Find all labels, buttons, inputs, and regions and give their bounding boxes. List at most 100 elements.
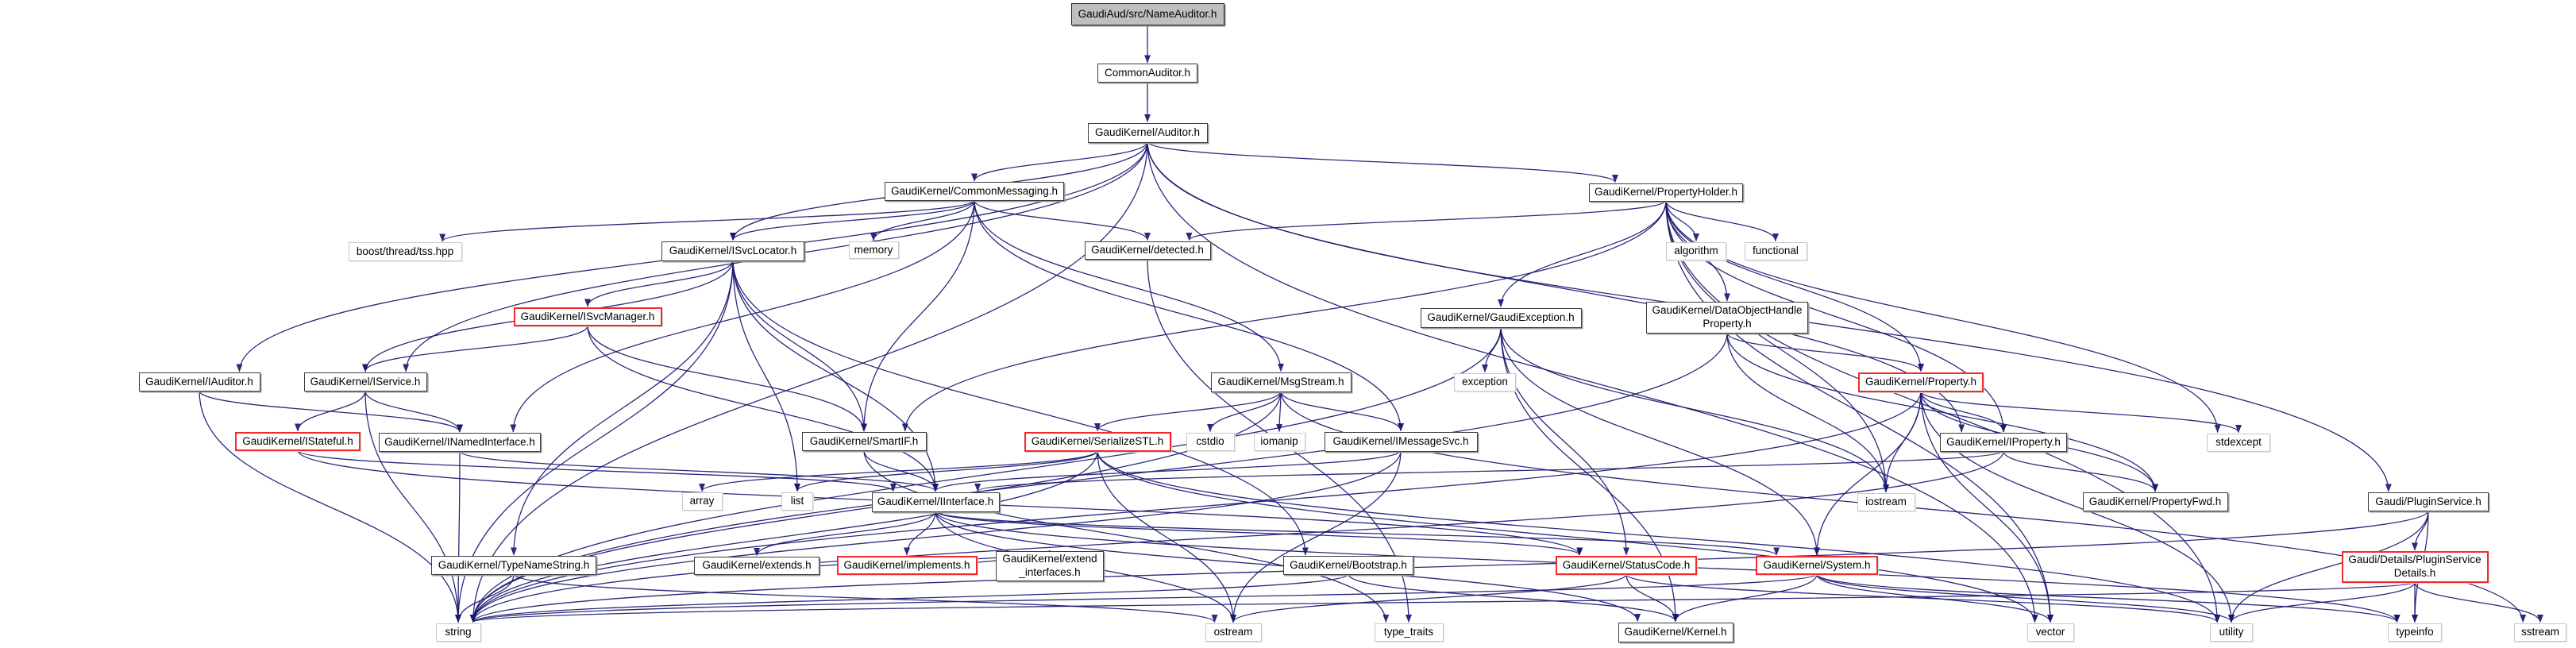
node-common-messaging[interactable]: GaudiKernel/CommonMessaging.h (885, 182, 1064, 201)
edge-smart-if-to-iinterface (863, 449, 939, 492)
node-serialize-stl[interactable]: GaudiKernel/SerializeSTL.h (1024, 431, 1171, 452)
edge-iservice-to-istateful (295, 390, 366, 432)
node-stdexcept: stdexcept (2207, 433, 2270, 452)
node-detected[interactable]: GaudiKernel/detected.h (1084, 241, 1211, 260)
edge-property-to-iproperty (1920, 391, 2007, 433)
edge-common-messaging-to-detected (974, 199, 1151, 241)
edge-gaudi-exception-to-exception (1482, 326, 1502, 372)
edge-msg-stream-to-imessage-svc (1280, 391, 1404, 431)
edge-common-messaging-to-imessage-svc (974, 199, 1404, 431)
edge-property-holder-to-gaudi-exception (1498, 200, 1667, 307)
edge-iinterface-to-extends (754, 511, 936, 556)
node-smart-if[interactable]: GaudiKernel/SmartIF.h (801, 432, 927, 451)
edge-isvc-manager-to-iinterface (587, 325, 939, 492)
edge-gaudi-exception-to-status-code (1500, 326, 1629, 556)
edge-plugin-service-details-to-string (470, 581, 2416, 623)
node-list: list (781, 492, 813, 511)
edge-iinterface-to-status-code (935, 510, 1583, 556)
node-msg-stream[interactable]: GaudiKernel/MsgStream.h (1210, 372, 1352, 392)
edge-property-holder-to-property (1665, 200, 1924, 372)
node-property-fwd[interactable]: GaudiKernel/PropertyFwd.h (2082, 492, 2228, 511)
edge-common-messaging-to-boost-tss (439, 199, 975, 242)
edge-property-to-utility (1920, 391, 2235, 623)
node-iauditor[interactable]: GaudiKernel/IAuditor.h (138, 372, 260, 392)
edge-common-messaging-to-inamed-interface (510, 199, 975, 433)
edge-property-holder-to-smart-if (901, 200, 1667, 432)
node-data-object-handle-property[interactable]: GaudiKernel/DataObjectHandle Property.h (1646, 302, 1808, 334)
node-extends[interactable]: GaudiKernel/extends.h (694, 556, 819, 575)
node-plugin-service[interactable]: Gaudi/PluginService.h (2368, 492, 2489, 511)
edge-gaudi-exception-to-system (1500, 326, 1820, 556)
edge-isvc-locator-to-smart-if (732, 260, 867, 432)
node-exception: exception (1454, 372, 1516, 392)
node-array: array (681, 492, 723, 511)
edge-isvc-locator-to-list (732, 260, 800, 492)
edge-imessage-svc-to-ostream (1230, 450, 1402, 623)
node-imessage-svc[interactable]: GaudiKernel/IMessageSvc.h (1324, 431, 1478, 452)
node-string: string (435, 623, 481, 642)
node-extend-interfaces[interactable]: GaudiKernel/extend _interfaces.h (996, 551, 1104, 581)
edge-property-holder-to-detected (1186, 199, 1667, 241)
edge-status-code-to-ostream (1230, 573, 1627, 623)
node-functional: functional (1744, 241, 1807, 260)
edge-auditor-to-string (469, 141, 1148, 623)
node-implements[interactable]: GaudiKernel/implements.h (836, 556, 978, 575)
node-kernel[interactable]: GaudiKernel/Kernel.h (1618, 622, 1733, 642)
edge-iinterface-to-system (935, 510, 1780, 556)
node-type-traits: type_traits (1374, 623, 1444, 642)
node-istateful[interactable]: GaudiKernel/IStateful.h (235, 432, 361, 451)
node-memory: memory (848, 241, 899, 259)
node-isvc-manager[interactable]: GaudiKernel/ISvcManager.h (513, 307, 662, 326)
edge-status-code-to-utility (1625, 573, 2220, 623)
node-iservice[interactable]: GaudiKernel/IService.h (303, 372, 427, 392)
node-vector: vector (2026, 623, 2074, 642)
edge-auditor-to-vector (1147, 141, 2038, 623)
node-status-code[interactable]: GaudiKernel/StatusCode.h (1556, 556, 1697, 575)
edge-plugin-service-details-to-sstream (2414, 581, 2543, 623)
edge-iauditor-to-string (199, 390, 461, 623)
edge-property-to-system (1814, 391, 1922, 556)
node-name-auditor: GaudiAud/src/NameAuditor.h (1070, 3, 1224, 25)
edge-serialize-stl-to-vector (1097, 450, 2038, 623)
node-system[interactable]: GaudiKernel/System.h (1756, 556, 1878, 575)
edge-plugin-service-details-to-utility (2228, 581, 2416, 623)
node-type-name-string[interactable]: GaudiKernel/TypeNameString.h (431, 556, 596, 575)
node-iproperty[interactable]: GaudiKernel/IProperty.h (1940, 433, 2067, 452)
edge-iproperty-to-string (469, 450, 2004, 623)
node-inamed-interface[interactable]: GaudiKernel/INamedInterface.h (379, 433, 541, 452)
edge-type-name-string-to-ostream (513, 573, 1218, 623)
edge-property-to-string (469, 391, 1922, 623)
edge-system-to-kernel (1672, 573, 1818, 622)
edge-system-to-string (470, 573, 1818, 623)
edge-isvc-manager-to-smart-if (587, 325, 867, 432)
edge-plugin-service-to-utility (2228, 510, 2429, 623)
node-isvc-locator[interactable]: GaudiKernel/ISvcLocator.h (661, 241, 804, 261)
edge-imessage-svc-to-iinterface (932, 449, 1402, 492)
edge-imessage-svc-to-string (469, 450, 1402, 623)
node-iostream: iostream (1857, 492, 1915, 511)
edge-isvc-manager-to-iservice (362, 325, 588, 372)
node-property-holder[interactable]: GaudiKernel/PropertyHolder.h (1589, 183, 1743, 202)
edge-bootstrap-to-kernel (1348, 573, 1679, 622)
node-plugin-service-details[interactable]: Gaudi/Details/PluginService Details.h (2341, 551, 2489, 583)
node-common-auditor[interactable]: CommonAuditor.h (1097, 64, 1197, 83)
node-iinterface[interactable]: GaudiKernel/IInterface.h (871, 492, 1000, 512)
edge-common-messaging-to-msg-stream (974, 199, 1284, 372)
node-auditor[interactable]: GaudiKernel/Auditor.h (1087, 122, 1208, 143)
edge-data-object-handle-property-to-iostream (1726, 332, 1889, 492)
node-utility: utility (2210, 623, 2253, 642)
edge-property-to-vector (1920, 391, 2053, 623)
edge-iservice-to-string (364, 390, 461, 623)
edge-plugin-service-to-string (470, 510, 2429, 623)
edge-isvc-locator-to-iinterface (732, 260, 939, 492)
edge-gaudi-exception-to-kernel (1500, 326, 1679, 622)
edge-serialize-stl-to-utility (1097, 450, 2221, 623)
edge-isvc-locator-to-isvc-manager (584, 260, 734, 307)
node-property[interactable]: GaudiKernel/Property.h (1858, 372, 1984, 392)
node-bootstrap[interactable]: GaudiKernel/Bootstrap.h (1283, 556, 1413, 575)
edge-iproperty-to-property-fwd (2003, 450, 2158, 492)
node-gaudi-exception[interactable]: GaudiKernel/GaudiException.h (1420, 307, 1582, 328)
edge-gaudi-exception-to-iostream (1500, 326, 1889, 492)
